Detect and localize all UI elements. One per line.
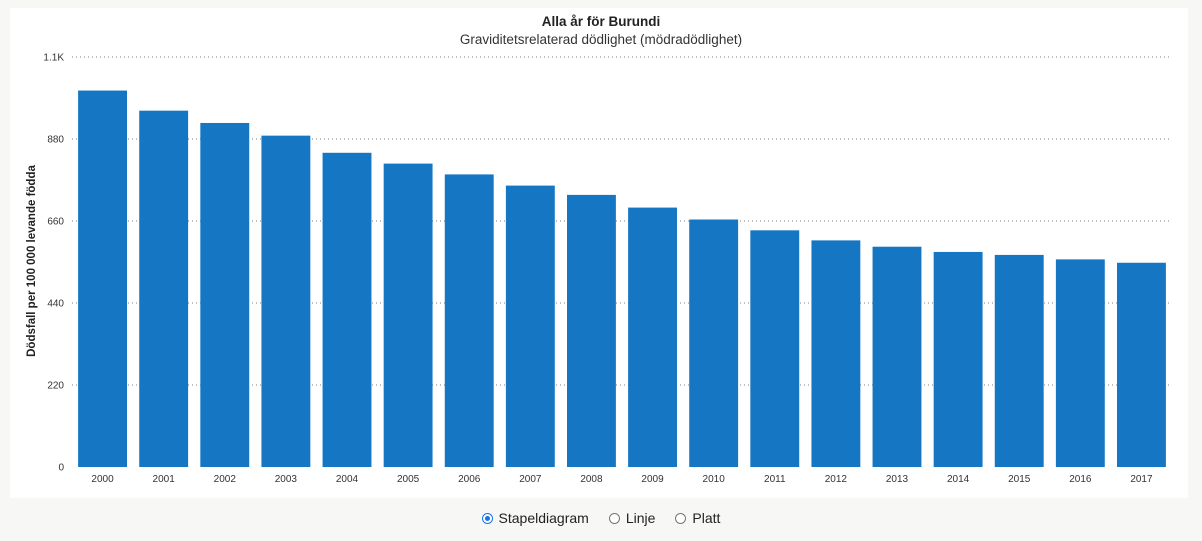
bar-2005[interactable] <box>383 163 433 467</box>
bar-2006[interactable] <box>444 174 494 467</box>
bar-2007[interactable] <box>505 185 555 467</box>
x-tick-label: 2004 <box>336 474 359 485</box>
chart: Alla år för Burundi Graviditetsrelaterad… <box>26 14 1172 485</box>
x-tick-label: 2011 <box>764 474 786 485</box>
radio-line-chart[interactable] <box>608 512 620 524</box>
y-tick-label: 0 <box>58 463 64 474</box>
chart-subtitle: Graviditetsrelaterad dödlighet (mödradöd… <box>460 32 742 47</box>
x-tick-label: 2003 <box>275 474 298 485</box>
y-tick-label: 660 <box>47 217 64 228</box>
bar-2001[interactable] <box>139 110 189 467</box>
option-flat-label: Platt <box>692 510 721 526</box>
x-tick-label: 2008 <box>580 474 603 485</box>
option-bar-chart-label: Stapeldiagram <box>498 510 589 526</box>
x-tick-label: 2012 <box>825 474 848 485</box>
bar-2016[interactable] <box>1055 259 1105 467</box>
x-tick-label: 2017 <box>1130 474 1153 485</box>
x-tick-label: 2007 <box>519 474 542 485</box>
option-flat[interactable]: Platt <box>675 510 720 526</box>
bar-2012[interactable] <box>811 240 861 467</box>
option-line-chart-label: Linje <box>625 510 656 526</box>
chart-type-selector: Stapeldiagram Linje Platt <box>0 506 1202 530</box>
option-line-chart[interactable]: Linje <box>608 510 656 526</box>
y-tick-label: 1.1K <box>43 53 64 64</box>
chart-panel: Alla år för Burundi Graviditetsrelaterad… <box>10 8 1188 498</box>
x-tick-label: 2005 <box>397 474 420 485</box>
x-tick-label: 2001 <box>153 474 176 485</box>
radio-bar-chart[interactable] <box>481 512 493 524</box>
y-tick-label: 440 <box>47 299 64 310</box>
bar-2015[interactable] <box>994 254 1044 467</box>
bar-2017[interactable] <box>1117 262 1166 467</box>
bar-2014[interactable] <box>933 251 983 467</box>
bar-2010[interactable] <box>689 219 739 467</box>
bar-2008[interactable] <box>567 194 616 467</box>
chart-title: Alla år för Burundi <box>542 14 661 29</box>
y-tick-label: 880 <box>47 135 64 146</box>
x-tick-label: 2014 <box>947 474 970 485</box>
bar-2002[interactable] <box>200 122 250 468</box>
radio-flat[interactable] <box>675 512 687 524</box>
bar-2009[interactable] <box>628 207 677 467</box>
x-tick-label: 2002 <box>214 474 237 485</box>
bar-2000[interactable] <box>78 90 127 467</box>
x-tick-label: 2010 <box>703 474 726 485</box>
bar-2013[interactable] <box>872 246 922 467</box>
x-tick-label: 2000 <box>91 474 114 485</box>
x-tick-label: 2015 <box>1008 474 1031 485</box>
bar-2011[interactable] <box>750 230 800 467</box>
y-axis-label: Dödsfall per 100 000 levande födda <box>26 165 38 357</box>
bar-2003[interactable] <box>261 135 311 467</box>
x-tick-label: 2006 <box>458 474 481 485</box>
x-tick-label: 2009 <box>641 474 664 485</box>
option-bar-chart[interactable]: Stapeldiagram <box>481 510 589 526</box>
x-tick-label: 2013 <box>886 474 909 485</box>
bar-2004[interactable] <box>322 152 372 468</box>
x-tick-label: 2016 <box>1069 474 1092 485</box>
y-tick-label: 220 <box>47 381 64 392</box>
